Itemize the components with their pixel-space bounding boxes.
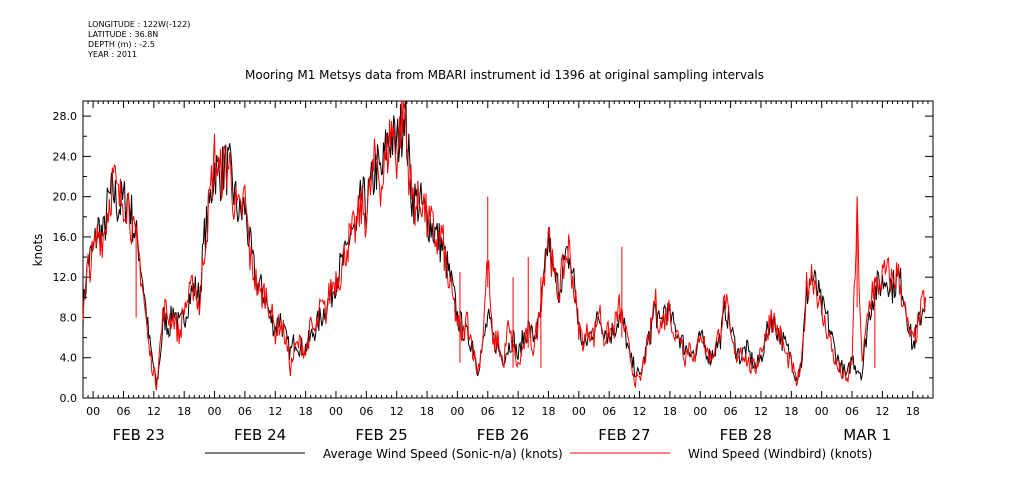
x-hour-label: 06 [845, 405, 859, 418]
y-tick-label: 4.0 [60, 352, 78, 365]
x-hour-label: 12 [633, 405, 647, 418]
y-tick-label: 12.0 [53, 271, 78, 284]
x-day-label: FEB 25 [355, 426, 407, 444]
x-hour-label: 12 [268, 405, 282, 418]
y-tick-label: 24.0 [53, 150, 78, 163]
x-hour-label: 12 [754, 405, 768, 418]
x-hour-label: 06 [116, 405, 130, 418]
x-hour-label: 12 [390, 405, 404, 418]
x-hour-label: 00 [450, 405, 464, 418]
x-day-label: FEB 28 [720, 426, 772, 444]
x-hour-label: 00 [815, 405, 829, 418]
x-hour-label: 06 [602, 405, 616, 418]
x-day-label: MAR 1 [843, 426, 891, 444]
x-hour-label: 00 [208, 405, 222, 418]
y-tick-label: 16.0 [53, 231, 78, 244]
y-tick-label: 0.0 [60, 392, 78, 405]
x-hour-label: 18 [177, 405, 191, 418]
x-hour-label: 06 [359, 405, 373, 418]
series-line-sonic [82, 101, 926, 390]
x-hour-label: 18 [906, 405, 920, 418]
x-axis: 00 06 12 18 00 06 12 18 00 06 12 18 00 06 12 18 00 06 12 18… [82, 101, 934, 444]
longitude-text: LONGITUDE : 122W(-122) [88, 20, 191, 29]
series-layer [82, 100, 926, 391]
x-hour-label: 06 [481, 405, 495, 418]
x-hour-label: 06 [724, 405, 738, 418]
legend: Average Wind Speed (Sonic-n/a) (knots) W… [205, 447, 872, 461]
x-hour-label: 12 [875, 405, 889, 418]
legend-label-sonic: Average Wind Speed (Sonic-n/a) (knots) [323, 447, 563, 461]
latitude-text: LATITUDE : 36.8N [88, 30, 159, 39]
y-axis: 0.0 4.0 8.0 12.0 16.0 20.0 24.0 28.0 [53, 110, 933, 405]
x-day-label: FEB 26 [477, 426, 529, 444]
x-hour-label: 18 [420, 405, 434, 418]
y-axis-label: knots [31, 234, 45, 267]
depth-text: DEPTH (m) : -2.5 [88, 40, 155, 49]
x-hour-label: 18 [784, 405, 798, 418]
year-text: YEAR : 2011 [88, 50, 138, 59]
series-line-windbird [82, 100, 926, 391]
x-hour-label: 00 [86, 405, 100, 418]
x-hour-label: 00 [329, 405, 343, 418]
x-day-label: FEB 23 [113, 426, 165, 444]
y-tick-label: 8.0 [60, 311, 78, 324]
chart-title: Mooring M1 Metsys data from MBARI instru… [245, 68, 764, 82]
x-hour-label: 00 [572, 405, 586, 418]
y-tick-label: 20.0 [53, 191, 78, 204]
x-hour-label: 12 [147, 405, 161, 418]
x-day-label: FEB 24 [234, 426, 286, 444]
x-day-label: FEB 27 [598, 426, 650, 444]
metadata-block: LONGITUDE : 122W(-122) LATITUDE : 36.8N … [88, 20, 190, 60]
x-hour-label: 00 [693, 405, 707, 418]
x-hour-label: 06 [238, 405, 252, 418]
x-hour-label: 18 [663, 405, 677, 418]
y-tick-label: 28.0 [53, 110, 78, 123]
x-hour-label: 18 [299, 405, 313, 418]
x-hour-label: 18 [541, 405, 555, 418]
legend-label-windbird: Wind Speed (Windbird) (knots) [688, 447, 872, 461]
x-hour-label: 12 [511, 405, 525, 418]
